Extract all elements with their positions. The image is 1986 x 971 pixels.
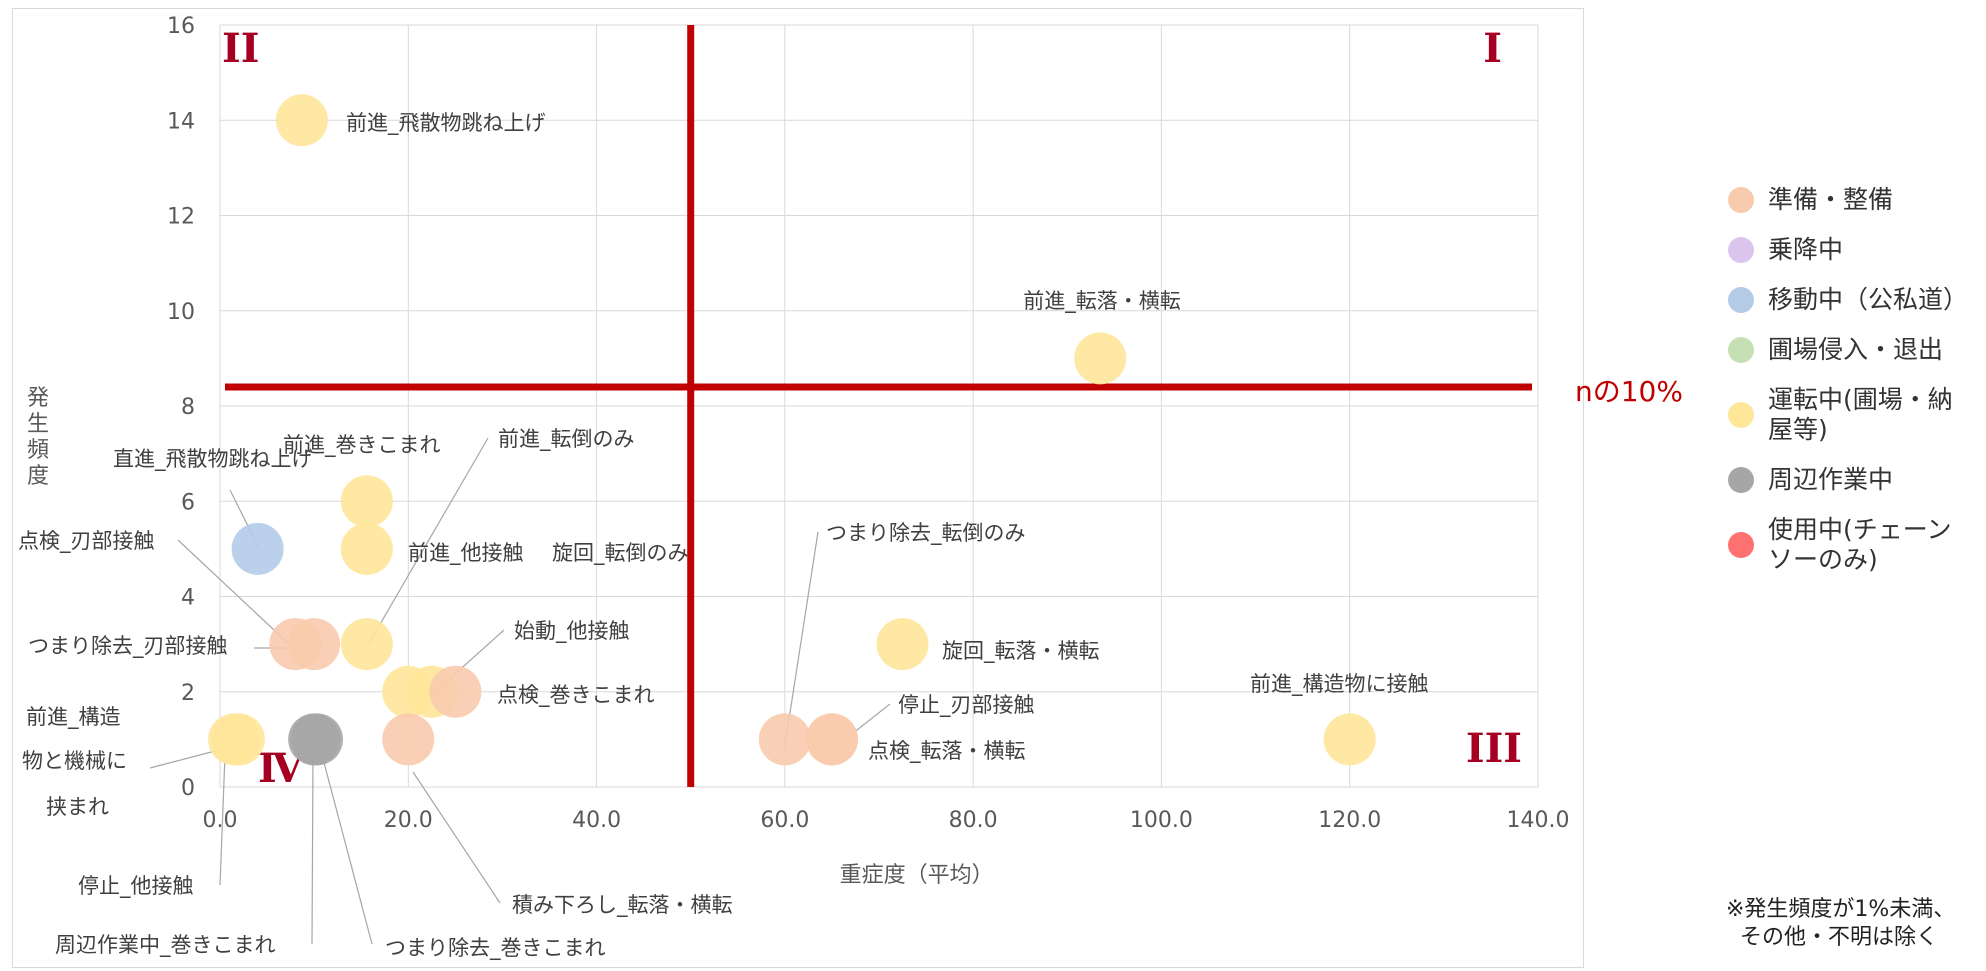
point-label: 前進_構造物に接触 <box>1250 672 1429 697</box>
x-tick-label: 140.0 <box>1507 808 1570 833</box>
data-bubble <box>1323 713 1376 766</box>
point-label-line: 物と機械に <box>22 749 127 773</box>
legend-item: 圃場侵入・退出 <box>1728 335 1986 365</box>
legend-label: 乗降中 <box>1768 235 1844 264</box>
point-label: 前進_構造物と機械に挟まれ <box>22 705 127 819</box>
point-label-line: 挟まれ <box>46 795 109 819</box>
point-label: 前進_転落・横転 <box>1023 289 1181 314</box>
leader-line <box>321 754 373 945</box>
legend-item: 運転中(圃場・納 屋等) <box>1728 385 1986 445</box>
leader-line <box>784 531 819 746</box>
point-label: 点検_転落・横転 <box>868 739 1026 764</box>
data-bubble <box>212 713 265 766</box>
point-label: 始動_他接触 <box>514 619 630 644</box>
quadrant-label: II <box>222 25 259 72</box>
y-tick-label: 6 <box>181 490 195 515</box>
x-tick-label: 60.0 <box>760 808 809 833</box>
point-label: つまり除去_転倒のみ <box>826 521 1026 546</box>
leader-line <box>367 437 489 646</box>
data-bubble <box>290 713 343 766</box>
x-tick-label: 40.0 <box>572 808 621 833</box>
y-tick-label: 14 <box>167 109 195 134</box>
y-axis-title: 発生頻度 <box>27 386 49 489</box>
y-axis-title-char: 頻 <box>27 438 49 463</box>
data-bubble <box>758 713 811 766</box>
legend-swatch <box>1728 337 1754 363</box>
y-tick-label: 12 <box>167 205 195 230</box>
legend-item: 準備・整備 <box>1728 185 1986 215</box>
leader-line <box>219 754 226 886</box>
point-label: つまり除去_巻きこまれ <box>385 936 606 961</box>
point-label: 前進_飛散物跳ね上げ <box>346 111 546 136</box>
data-bubble <box>876 618 929 671</box>
data-bubble <box>340 522 393 575</box>
point-label: 直進_飛散物跳ね上げ <box>113 447 313 472</box>
point-label: 点検_刃部接触 <box>18 529 155 554</box>
legend-swatch <box>1728 237 1754 263</box>
legend-item: 使用中(チェーン ソーのみ) <box>1728 515 1986 575</box>
x-tick-label: 0.0 <box>203 808 238 833</box>
data-bubble <box>340 618 393 671</box>
legend-swatch <box>1728 287 1754 313</box>
y-axis-title-char: 生 <box>27 412 49 437</box>
data-bubble <box>275 94 328 147</box>
legend-label: 準備・整備 <box>1768 185 1894 214</box>
point-label: 旋回_転落・横転 <box>942 639 1100 664</box>
x-tick-label: 120.0 <box>1318 808 1381 833</box>
y-axis-title-char: 度 <box>27 464 49 489</box>
legend-label: 周辺作業中 <box>1768 465 1894 494</box>
data-bubble <box>382 713 435 766</box>
data-bubble <box>429 665 482 718</box>
legend: 準備・整備乗降中移動中（公私道） 圃場侵入・退出運転中(圃場・納 屋等) 周辺作業中使… <box>1728 185 1986 595</box>
data-bubble <box>1074 332 1127 385</box>
legend-label: 移動中（公私道） <box>1768 285 1969 314</box>
point-label: 点検_巻きこまれ <box>497 683 655 708</box>
legend-swatch <box>1728 467 1754 493</box>
legend-label: 運転中(圃場・納 屋等) <box>1768 385 1953 444</box>
point-label: 積み下ろし_転落・横転 <box>512 893 733 918</box>
y-tick-label: 2 <box>181 681 195 706</box>
x-axis-title: 重症度（平均） <box>840 863 994 888</box>
legend-label: 使用中(チェーン ソーのみ) <box>1768 515 1952 574</box>
legend-label: 圃場侵入・退出 <box>1768 335 1944 364</box>
legend-item: 周辺作業中 <box>1728 465 1986 495</box>
point-label: 前進_巻きこまれ <box>283 433 441 458</box>
y-tick-label: 0 <box>181 776 195 801</box>
legend-swatch <box>1728 187 1754 213</box>
leader-line <box>311 754 314 945</box>
data-bubble <box>231 522 284 575</box>
y-tick-label: 16 <box>167 14 195 39</box>
legend-item: 移動中（公私道） <box>1728 285 1986 315</box>
point-label: 旋回_転倒のみ <box>552 541 689 566</box>
quadrant-label: I <box>1483 25 1502 72</box>
point-label: 停止_他接触 <box>78 874 194 899</box>
data-bubble <box>805 713 858 766</box>
data-bubble <box>340 475 393 528</box>
point-label: 停止_刃部接触 <box>898 693 1035 718</box>
point-label-line: 前進_構造 <box>26 705 121 730</box>
point-label: 前進_転倒のみ <box>498 427 635 452</box>
footnote: ※発生頻度が1%未満、 その他・不明は除く <box>1726 897 1956 950</box>
y-tick-label: 4 <box>181 586 195 611</box>
point-label: 前進_他接触 <box>408 541 524 566</box>
threshold-label: nの10% <box>1575 375 1683 408</box>
y-tick-label: 8 <box>181 395 195 420</box>
legend-swatch <box>1728 532 1754 558</box>
leader-line <box>177 539 291 646</box>
legend-swatch <box>1728 402 1754 428</box>
quadrant-label: III <box>1466 725 1522 772</box>
data-bubble <box>288 618 341 671</box>
x-tick-label: 80.0 <box>949 808 998 833</box>
y-axis-title-char: 発 <box>27 386 49 411</box>
point-label: つまり除去_刃部接触 <box>28 634 228 659</box>
x-tick-label: 20.0 <box>384 808 433 833</box>
legend-item: 乗降中 <box>1728 235 1986 265</box>
chart-frame <box>12 8 1584 968</box>
x-tick-label: 100.0 <box>1130 808 1193 833</box>
y-tick-label: 10 <box>167 300 195 325</box>
point-label: 周辺作業中_巻きこまれ <box>55 933 276 958</box>
leader-line <box>412 771 501 904</box>
